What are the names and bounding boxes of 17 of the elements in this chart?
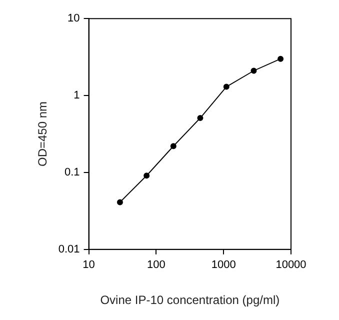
y-tick-label: 1 [74, 90, 80, 102]
x-tick-label: 1000 [211, 259, 236, 272]
x-tick-label: 10 [82, 259, 95, 272]
point [278, 56, 284, 62]
y-tick-label: 0.1 [64, 166, 80, 178]
y-tick-label: 10 [68, 12, 80, 25]
point [197, 115, 204, 122]
x-tick-label: 10000 [276, 259, 306, 272]
point [223, 84, 230, 90]
y-axis-title: OD=450 nm [36, 101, 50, 167]
point [170, 143, 176, 150]
point [116, 199, 123, 206]
x-tick-label: 100 [147, 259, 166, 272]
point [250, 68, 257, 74]
y-tick-label: 0.01 [58, 243, 80, 256]
x-axis-title: Ovine IP-10 concentration (pg/ml) [100, 293, 280, 308]
point [144, 172, 150, 179]
